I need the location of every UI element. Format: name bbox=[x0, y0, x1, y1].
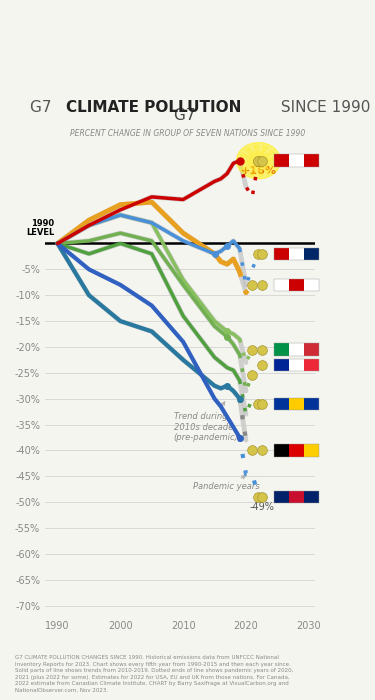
Text: -49%: -49% bbox=[249, 502, 274, 512]
Text: +16%: +16% bbox=[240, 166, 276, 176]
Text: G7: G7 bbox=[30, 101, 56, 116]
Text: CLIMATE POLLUTION: CLIMATE POLLUTION bbox=[66, 101, 241, 116]
Text: G7 CLIMATE POLLUTION CHANGES SINCE 1990. Historical emissions data from UNFCCC N: G7 CLIMATE POLLUTION CHANGES SINCE 1990.… bbox=[15, 655, 293, 693]
Wedge shape bbox=[258, 157, 278, 161]
Text: 1990
LEVEL: 1990 LEVEL bbox=[26, 218, 54, 237]
Wedge shape bbox=[249, 161, 258, 176]
Wedge shape bbox=[258, 161, 277, 169]
Text: Pandemic years: Pandemic years bbox=[192, 476, 259, 491]
Wedge shape bbox=[258, 161, 272, 174]
Circle shape bbox=[237, 143, 280, 178]
Text: PERCENT CHANGE IN GROUP OF SEVEN NATIONS SINCE 1990: PERCENT CHANGE IN GROUP OF SEVEN NATIONS… bbox=[70, 130, 305, 139]
Wedge shape bbox=[258, 146, 268, 161]
Text: Trend during
2010s decade
(pre-pandemic): Trend during 2010s decade (pre-pandemic) bbox=[174, 402, 238, 442]
Wedge shape bbox=[258, 150, 275, 161]
Wedge shape bbox=[242, 161, 258, 172]
Wedge shape bbox=[245, 147, 258, 161]
Wedge shape bbox=[240, 161, 258, 164]
Wedge shape bbox=[240, 153, 258, 161]
Text: G7: G7 bbox=[174, 108, 201, 122]
Wedge shape bbox=[254, 145, 258, 161]
Wedge shape bbox=[258, 161, 263, 176]
Text: SINCE 1990: SINCE 1990 bbox=[276, 101, 370, 116]
